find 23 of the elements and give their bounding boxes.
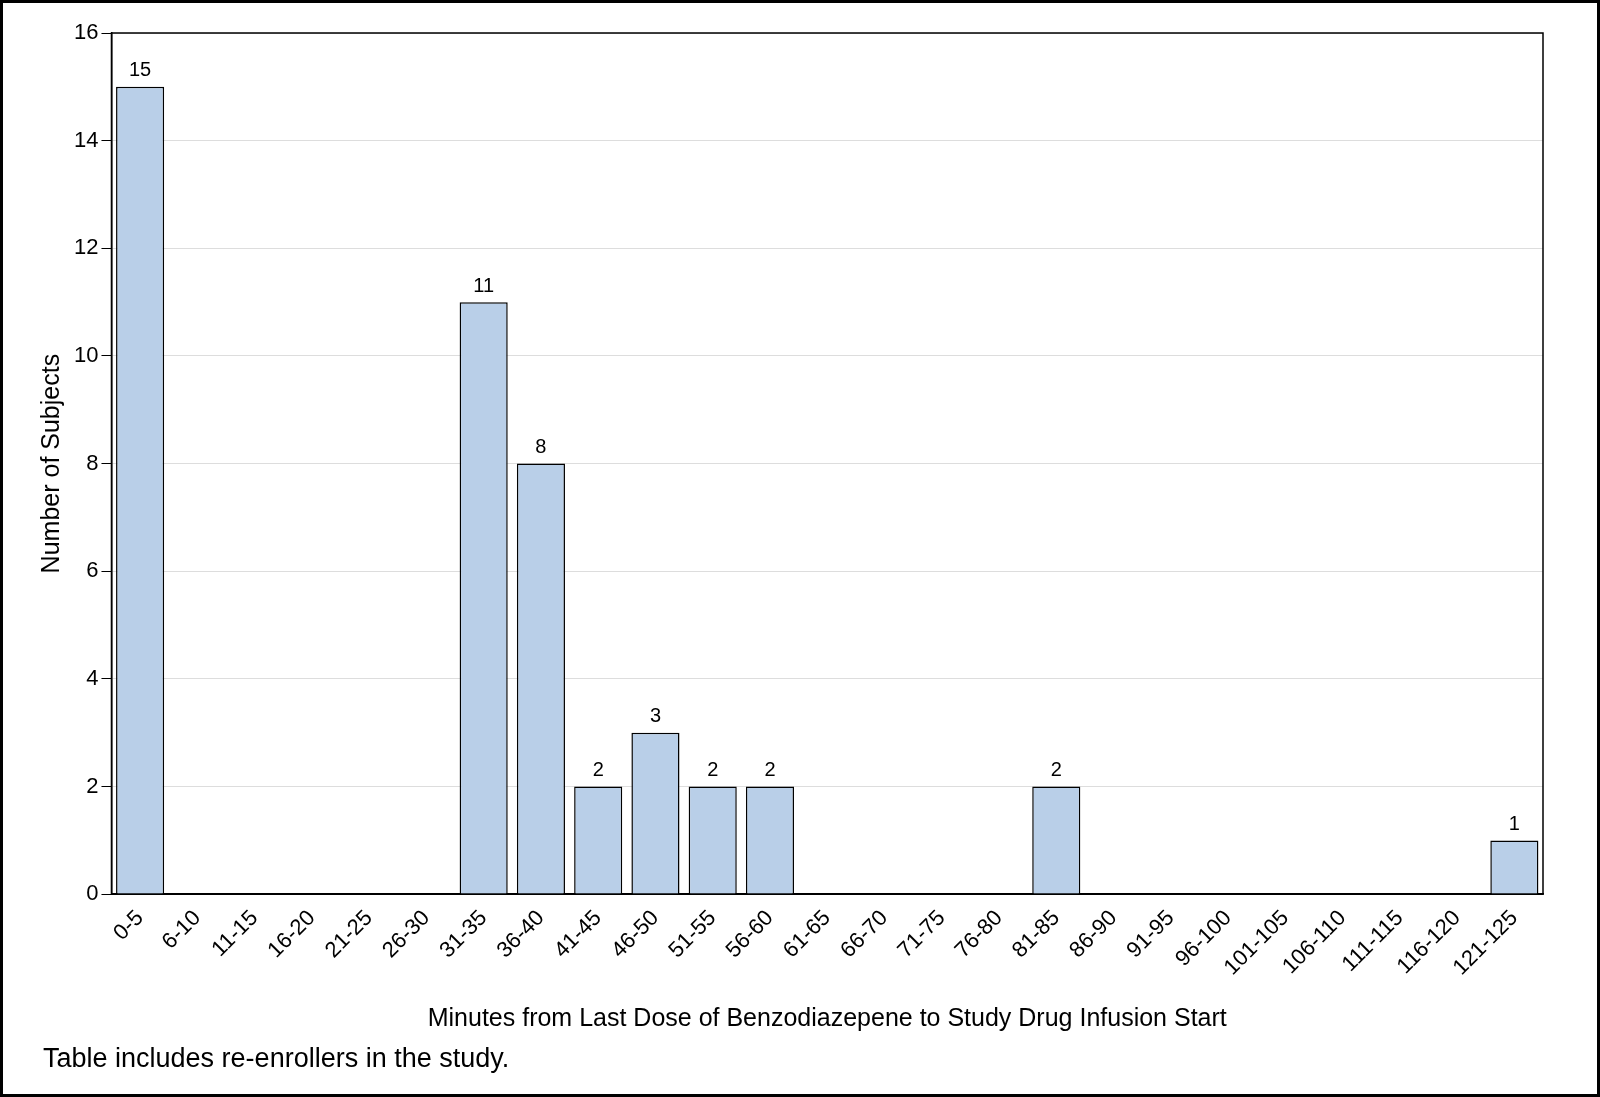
data-label: 2 — [1050, 758, 1062, 781]
x-tick-label: 6-10 — [156, 904, 206, 954]
y-tick-label: 2 — [86, 772, 99, 798]
y-tick-label: 6 — [86, 557, 99, 583]
y-axis-title: Number of Subjects — [35, 353, 64, 574]
y-tick-label: 10 — [73, 342, 99, 368]
data-label: 11 — [473, 273, 495, 296]
x-tick-label: 0-5 — [107, 904, 148, 945]
y-tick-label: 16 — [73, 19, 99, 45]
data-label: 2 — [707, 758, 719, 781]
data-label: 1 — [1508, 811, 1520, 834]
text: Table includes re-enrollers in the study. — [43, 1043, 510, 1074]
data-label: 8 — [535, 435, 547, 458]
y-tick-label: 14 — [73, 126, 99, 152]
data-label: 2 — [764, 758, 776, 781]
y-tick-label: 12 — [73, 234, 99, 260]
data-label: 15 — [128, 58, 152, 81]
y-tick-label: 4 — [86, 664, 99, 690]
data-label: 3 — [649, 704, 662, 727]
y-tick-label: 8 — [86, 449, 99, 475]
x-axis-title: Minutes from Last Dose of Benzodiazepene to Study Drug Infusion Start — [427, 1002, 1227, 1031]
y-tick-label: 0 — [86, 880, 99, 906]
data-label: 2 — [592, 758, 604, 781]
